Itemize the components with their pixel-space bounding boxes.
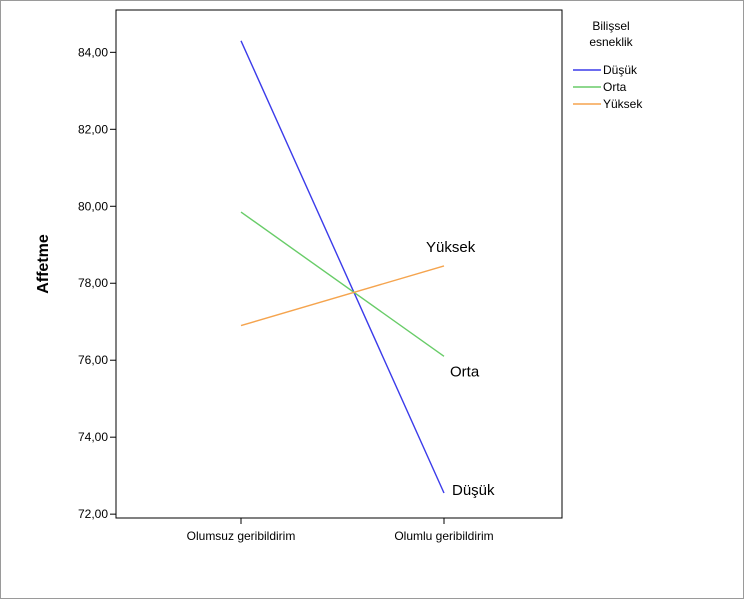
y-axis: 72,00 74,00 76,00 78,00 80,00 82,00 84,00 bbox=[78, 45, 116, 521]
x-axis: Olumsuz geribildirim Olumlu geribildirim bbox=[187, 518, 494, 543]
y-tick-label: 84,00 bbox=[78, 45, 108, 59]
series-lines bbox=[240, 40, 445, 494]
legend-title-line-1: Bilişsel bbox=[592, 19, 629, 33]
y-tick-label: 80,00 bbox=[78, 199, 108, 213]
annotation-orta: Orta bbox=[450, 363, 480, 380]
y-tick-label: 76,00 bbox=[78, 353, 108, 367]
legend-items: Düşük Orta Yüksek bbox=[573, 63, 643, 111]
legend: Bilişsel esneklik Düşük Orta Yüksek bbox=[573, 19, 643, 111]
y-tick-label: 74,00 bbox=[78, 430, 108, 444]
series-line-düşük bbox=[240, 40, 445, 494]
annotation-düşük: Düşük bbox=[452, 482, 495, 499]
x-tick-label: Olumsuz geribildirim bbox=[187, 529, 296, 543]
y-axis-label: Affetme bbox=[35, 234, 52, 294]
x-tick-label: Olumlu geribildirim bbox=[394, 529, 493, 543]
legend-title-line-2: esneklik bbox=[589, 35, 633, 49]
legend-label-orta: Orta bbox=[603, 80, 627, 94]
plot-area bbox=[115, 9, 563, 519]
legend-label-yüksek: Yüksek bbox=[603, 97, 643, 111]
legend-label-düşük: Düşük bbox=[603, 63, 638, 77]
y-tick-label: 78,00 bbox=[78, 276, 108, 290]
y-tick-label: 72,00 bbox=[78, 507, 108, 521]
line-annotations: Düşük Orta Yüksek bbox=[426, 239, 495, 499]
y-tick-label: 82,00 bbox=[78, 122, 108, 136]
series-line-yüksek bbox=[240, 265, 445, 327]
series-line-orta bbox=[240, 211, 445, 357]
annotation-yüksek: Yüksek bbox=[426, 239, 476, 256]
